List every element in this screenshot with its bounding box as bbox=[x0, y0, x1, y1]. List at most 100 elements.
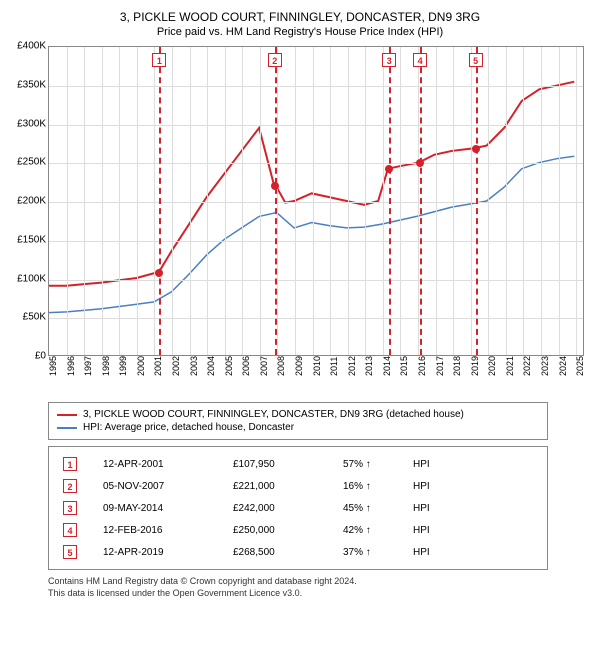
x-tick-label: 2025 bbox=[575, 356, 585, 376]
grid-line-v bbox=[523, 47, 524, 355]
grid-line-v bbox=[348, 47, 349, 355]
sale-idx-box: 5 bbox=[63, 545, 77, 559]
grid-line-h bbox=[49, 125, 583, 126]
legend-swatch bbox=[57, 414, 77, 416]
x-tick-label: 2013 bbox=[364, 356, 374, 376]
grid-line-v bbox=[506, 47, 507, 355]
x-tick-label: 2000 bbox=[136, 356, 146, 376]
x-tick-label: 2015 bbox=[399, 356, 409, 376]
sale-price: £242,000 bbox=[227, 497, 337, 519]
grid-line-v bbox=[576, 47, 577, 355]
grid-line-v bbox=[84, 47, 85, 355]
grid-line-h bbox=[49, 163, 583, 164]
grid-line-v bbox=[383, 47, 384, 355]
sale-price: £107,950 bbox=[227, 453, 337, 475]
plot-area: 12345 bbox=[48, 46, 584, 356]
x-tick-label: 2022 bbox=[522, 356, 532, 376]
sale-marker-line bbox=[275, 47, 277, 355]
grid-line-h bbox=[49, 202, 583, 203]
grid-line-v bbox=[207, 47, 208, 355]
line-series-svg bbox=[49, 47, 583, 355]
grid-line-v bbox=[260, 47, 261, 355]
sale-idx-box: 3 bbox=[63, 501, 77, 515]
grid-line-v bbox=[154, 47, 155, 355]
y-tick-label: £250K bbox=[17, 157, 46, 168]
x-tick-label: 2002 bbox=[171, 356, 181, 376]
grid-line-h bbox=[49, 280, 583, 281]
y-tick-label: £400K bbox=[17, 41, 46, 52]
y-tick-label: £100K bbox=[17, 273, 46, 284]
x-tick-label: 2019 bbox=[470, 356, 480, 376]
grid-line-v bbox=[436, 47, 437, 355]
sale-pct: 57% ↑ bbox=[337, 453, 407, 475]
x-tick-label: 2014 bbox=[382, 356, 392, 376]
sale-pct: 16% ↑ bbox=[337, 475, 407, 497]
y-tick-label: £350K bbox=[17, 79, 46, 90]
grid-line-v bbox=[225, 47, 226, 355]
chart-area: £0£50K£100K£150K£200K£250K£300K£350K£400… bbox=[8, 46, 592, 396]
x-tick-label: 2006 bbox=[241, 356, 251, 376]
x-tick-label: 1998 bbox=[101, 356, 111, 376]
sale-vs: HPI bbox=[407, 475, 539, 497]
sale-pct: 42% ↑ bbox=[337, 519, 407, 541]
sale-marker-point bbox=[472, 145, 480, 153]
sale-date: 12-APR-2001 bbox=[97, 453, 227, 475]
grid-line-v bbox=[418, 47, 419, 355]
x-tick-label: 2018 bbox=[452, 356, 462, 376]
grid-line-h bbox=[49, 241, 583, 242]
sale-date: 12-FEB-2016 bbox=[97, 519, 227, 541]
sale-marker-box: 5 bbox=[469, 53, 483, 67]
chart-subtitle: Price paid vs. HM Land Registry's House … bbox=[8, 26, 592, 38]
y-tick-label: £0 bbox=[35, 351, 46, 362]
legend-row: HPI: Average price, detached house, Donc… bbox=[57, 422, 539, 433]
sale-vs: HPI bbox=[407, 541, 539, 563]
footer-line-1: Contains HM Land Registry data © Crown c… bbox=[48, 576, 357, 586]
sales-row: 112-APR-2001£107,95057% ↑HPI bbox=[57, 453, 539, 475]
legend-label: HPI: Average price, detached house, Donc… bbox=[83, 422, 294, 433]
footer-line-2: This data is licensed under the Open Gov… bbox=[48, 588, 302, 598]
grid-line-v bbox=[137, 47, 138, 355]
x-tick-label: 2021 bbox=[505, 356, 515, 376]
x-tick-label: 2011 bbox=[329, 357, 339, 376]
grid-line-v bbox=[453, 47, 454, 355]
x-tick-label: 2016 bbox=[417, 356, 427, 376]
y-tick-label: £300K bbox=[17, 118, 46, 129]
legend-swatch bbox=[57, 427, 77, 429]
grid-line-v bbox=[559, 47, 560, 355]
y-tick-label: £150K bbox=[17, 234, 46, 245]
grid-line-v bbox=[172, 47, 173, 355]
sales-row: 412-FEB-2016£250,00042% ↑HPI bbox=[57, 519, 539, 541]
sale-price: £221,000 bbox=[227, 475, 337, 497]
sales-row: 309-MAY-2014£242,00045% ↑HPI bbox=[57, 497, 539, 519]
footer-text: Contains HM Land Registry data © Crown c… bbox=[48, 576, 548, 599]
sale-vs: HPI bbox=[407, 453, 539, 475]
sale-vs: HPI bbox=[407, 519, 539, 541]
grid-line-v bbox=[190, 47, 191, 355]
grid-line-v bbox=[488, 47, 489, 355]
y-tick-label: £200K bbox=[17, 196, 46, 207]
legend-row: 3, PICKLE WOOD COURT, FINNINGLEY, DONCAS… bbox=[57, 409, 539, 420]
sale-marker-box: 1 bbox=[152, 53, 166, 67]
grid-line-v bbox=[541, 47, 542, 355]
grid-line-v bbox=[102, 47, 103, 355]
grid-line-v bbox=[365, 47, 366, 355]
grid-line-v bbox=[242, 47, 243, 355]
grid-line-v bbox=[295, 47, 296, 355]
x-tick-label: 2023 bbox=[540, 356, 550, 376]
x-tick-label: 2008 bbox=[276, 356, 286, 376]
grid-line-v bbox=[313, 47, 314, 355]
sale-marker-point bbox=[271, 182, 279, 190]
sales-row: 205-NOV-2007£221,00016% ↑HPI bbox=[57, 475, 539, 497]
x-tick-label: 2004 bbox=[206, 356, 216, 376]
sale-marker-line bbox=[159, 47, 161, 355]
chart-title: 3, PICKLE WOOD COURT, FINNINGLEY, DONCAS… bbox=[8, 10, 592, 24]
x-tick-label: 2001 bbox=[153, 356, 163, 376]
grid-line-v bbox=[330, 47, 331, 355]
x-tick-label: 2010 bbox=[312, 356, 322, 376]
grid-line-v bbox=[277, 47, 278, 355]
x-tick-label: 1997 bbox=[83, 356, 93, 376]
sale-marker-box: 4 bbox=[413, 53, 427, 67]
sale-marker-line bbox=[476, 47, 478, 355]
x-axis: 1995199619971998199920002001200220032004… bbox=[48, 358, 584, 396]
sale-marker-line bbox=[389, 47, 391, 355]
